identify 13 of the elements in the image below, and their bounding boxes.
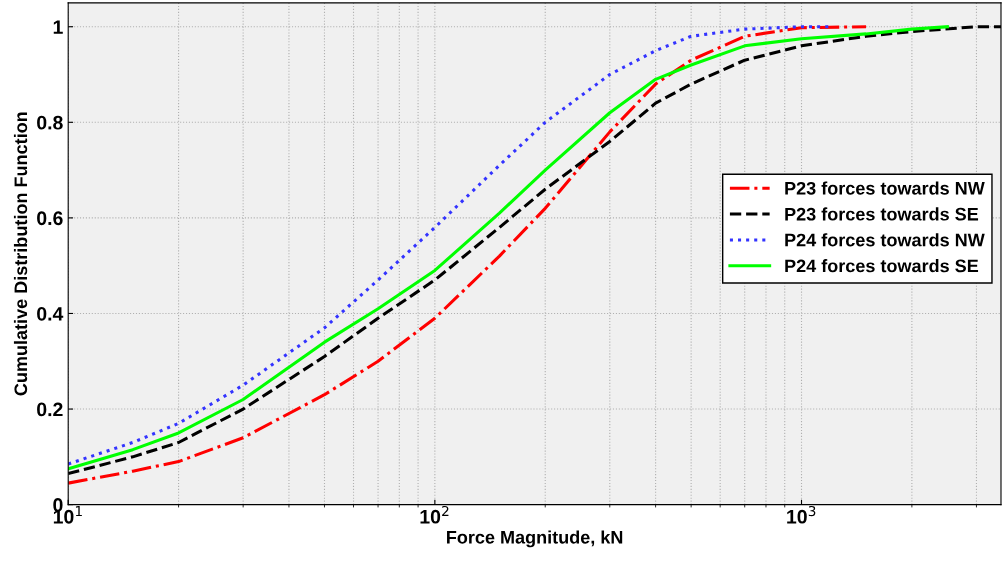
legend-label: P23 forces towards SE (785, 207, 979, 221)
y-axis-title: Cumulative Distribution Function (13, 112, 28, 396)
legend-label: P24 forces towards NW (785, 233, 985, 247)
y-tick-label: 0.6 (37, 211, 63, 226)
legend-label: P23 forces towards NW (785, 181, 985, 195)
y-tick-label: 0.8 (37, 115, 63, 130)
y-tick-label: 0.4 (37, 306, 64, 321)
y-tick-label: 0.2 (37, 402, 63, 417)
x-tick-label: 10$^{3}$ (787, 505, 816, 524)
x-axis-title: Force Magnitude, kN (447, 530, 623, 548)
legend-label: P24 forces towards SE (785, 259, 979, 273)
y-tick-label: 1 (53, 20, 63, 34)
x-tick-label: 10$^{2}$ (420, 505, 449, 524)
